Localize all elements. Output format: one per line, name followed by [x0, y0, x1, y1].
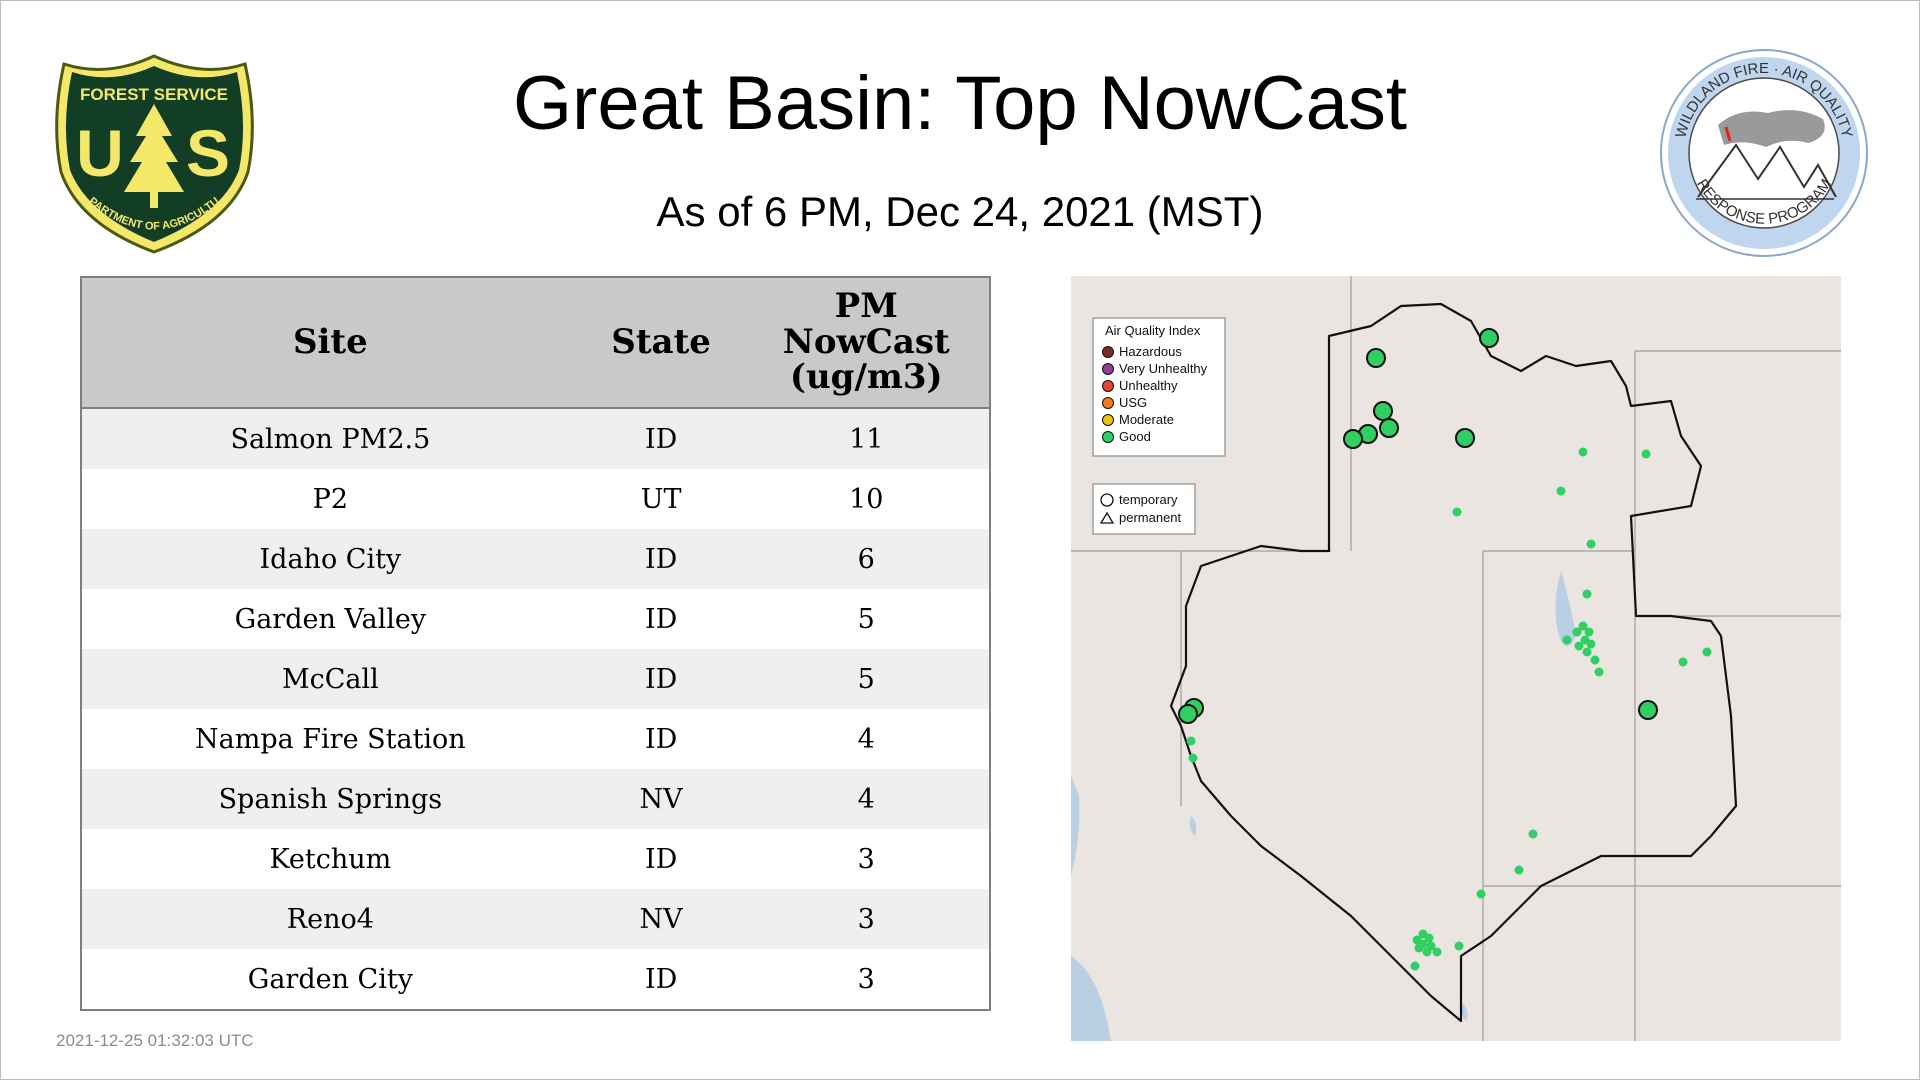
legend-unhealthy: Unhealthy: [1119, 378, 1178, 393]
site-cell: McCall: [81, 649, 579, 709]
pine-tree-icon: [124, 104, 184, 192]
pm-cell: 5: [743, 589, 990, 649]
legend-hazardous: Hazardous: [1119, 344, 1182, 359]
aqi-legend: Air Quality Index Hazardous Very Unhealt…: [1092, 317, 1226, 457]
page-title: Great Basin: Top NowCast: [512, 61, 1408, 146]
pm-cell: 3: [743, 829, 990, 889]
table-header-row: Site State PM NowCast (ug/m3): [81, 277, 990, 409]
site-cell: Ketchum: [81, 829, 579, 889]
pm-cell: 3: [743, 889, 990, 949]
pm-cell: 4: [743, 769, 990, 829]
forest-service-top-text: FOREST SERVICE: [80, 85, 228, 104]
state-cell: ID: [578, 408, 744, 469]
pm-cell: 3: [743, 949, 990, 1010]
temporary-monitors: [1178, 328, 1658, 724]
site-cell: Salmon PM2.5: [81, 408, 579, 469]
state-cell: ID: [578, 649, 744, 709]
header-pm-line1: PM: [834, 285, 898, 326]
pm-cell: 6: [743, 529, 990, 589]
great-salt-lake: [1555, 571, 1576, 646]
header-pm-line2: NowCast: [782, 321, 950, 362]
table-row: Ketchum ID 3: [81, 829, 990, 889]
state-cell: NV: [578, 889, 744, 949]
site-cell: Garden City: [81, 949, 579, 1010]
legend-good: Good: [1119, 429, 1151, 444]
state-cell: ID: [578, 589, 744, 649]
state-cell: ID: [578, 529, 744, 589]
nowcast-table: Site State PM NowCast (ug/m3) Salmon PM2…: [80, 276, 991, 1011]
table-row: McCall ID 5: [81, 649, 990, 709]
legend-moderate: Moderate: [1119, 412, 1174, 427]
table-row: P2 UT 10: [81, 469, 990, 529]
permanent-marker-icon: [1099, 511, 1115, 524]
marker-legend: temporary permanent: [1092, 483, 1196, 535]
state-cell: UT: [578, 469, 744, 529]
state-cell: ID: [578, 829, 744, 889]
table-row: Salmon PM2.5 ID 11: [81, 408, 990, 469]
pm-cell: 4: [743, 709, 990, 769]
site-cell: Idaho City: [81, 529, 579, 589]
state-lines: [1071, 276, 1841, 1041]
site-cell: Reno4: [81, 889, 579, 949]
forest-service-letter-s: S: [186, 116, 230, 190]
ocean-water: [1071, 776, 1111, 1041]
header-state: State: [578, 277, 744, 409]
site-cell: Nampa Fire Station: [81, 709, 579, 769]
state-cell: ID: [578, 949, 744, 1010]
table-row: Nampa Fire Station ID 4: [81, 709, 990, 769]
pm-cell: 11: [743, 408, 990, 469]
site-cell: Garden Valley: [81, 589, 579, 649]
legend-temporary: temporary: [1119, 492, 1178, 507]
legend-very-unhealthy: Very Unhealthy: [1119, 361, 1208, 376]
legend-usg: USG: [1119, 395, 1147, 410]
page-subtitle: As of 6 PM, Dec 24, 2021 (MST): [656, 188, 1264, 235]
header-pm-nowcast: PM NowCast (ug/m3): [743, 277, 990, 409]
table-row: Garden Valley ID 5: [81, 589, 990, 649]
smoke-plume-icon: [1718, 110, 1825, 147]
wildland-fire-air-quality-logo-icon: WILDLAND FIRE · AIR QUALITY RESPONSE PRO…: [1660, 49, 1868, 257]
table-row: Idaho City ID 6: [81, 529, 990, 589]
great-basin-boundary: [1169, 302, 1738, 1023]
header-pm-line3: (ug/m3): [789, 357, 943, 398]
permanent-monitors: [1186, 447, 1712, 971]
air-quality-map: Air Quality Index Hazardous Very Unhealt…: [1071, 276, 1841, 1041]
pm-cell: 5: [743, 649, 990, 709]
state-cell: NV: [578, 769, 744, 829]
table-row: Reno4 NV 3: [81, 889, 990, 949]
pm-cell: 10: [743, 469, 990, 529]
forest-service-shield-icon: FOREST SERVICE U S DEPARTMENT OF AGRICUL…: [52, 52, 254, 254]
table-row: Garden City ID 3: [81, 949, 990, 1010]
legend-permanent: permanent: [1119, 510, 1182, 525]
header-site: Site: [81, 277, 579, 409]
site-cell: Spanish Springs: [81, 769, 579, 829]
site-cell: P2: [81, 469, 579, 529]
table-row: Spanish Springs NV 4: [81, 769, 990, 829]
state-cell: ID: [578, 709, 744, 769]
forest-service-letter-u: U: [76, 116, 124, 190]
mountains-icon: [1697, 143, 1837, 198]
render-timestamp: 2021-12-25 01:32:03 UTC: [56, 1031, 254, 1050]
temporary-marker-icon: [1100, 493, 1114, 507]
legend-title: Air Quality Index: [1105, 323, 1201, 338]
